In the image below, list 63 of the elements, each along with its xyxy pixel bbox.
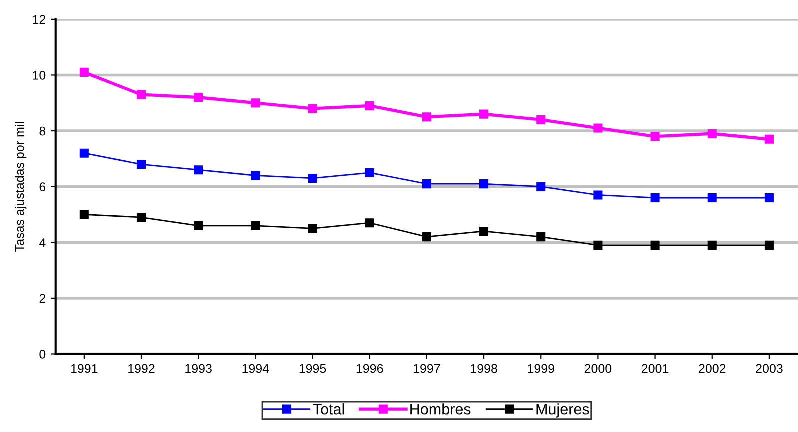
point bbox=[194, 166, 204, 175]
point bbox=[480, 110, 489, 119]
point bbox=[422, 232, 432, 242]
point bbox=[480, 226, 489, 236]
x-tick-label: 1992 bbox=[128, 364, 155, 374]
x-tick-label: 2002 bbox=[699, 364, 726, 374]
point bbox=[650, 240, 660, 250]
point bbox=[136, 213, 146, 222]
x-tick-label: 1996 bbox=[356, 364, 384, 374]
x-tick-label: 1991 bbox=[71, 364, 98, 374]
point bbox=[136, 90, 146, 100]
point bbox=[480, 180, 489, 189]
point bbox=[80, 210, 89, 220]
x-tick-label: 2003 bbox=[756, 364, 783, 374]
point bbox=[365, 218, 374, 228]
point bbox=[251, 98, 260, 108]
y-tick-label: 8 bbox=[40, 126, 46, 136]
x-tick-label: 1995 bbox=[300, 364, 326, 374]
legend-label: Mujeres bbox=[536, 404, 590, 418]
point bbox=[536, 115, 546, 124]
x-tick-label: 1998 bbox=[471, 364, 498, 374]
point bbox=[708, 240, 717, 250]
point bbox=[422, 180, 432, 189]
point bbox=[650, 132, 660, 142]
y-tick-label: 0 bbox=[40, 350, 46, 359]
point bbox=[365, 168, 374, 178]
point bbox=[194, 221, 204, 230]
x-tick-label: 2001 bbox=[642, 364, 669, 374]
x-tick-label: 1997 bbox=[414, 364, 440, 374]
point bbox=[708, 193, 717, 203]
y-tick-label: 6 bbox=[40, 182, 46, 192]
point bbox=[308, 224, 318, 234]
y-axis-title: Tasas ajustadas por mil bbox=[15, 122, 27, 252]
point bbox=[194, 93, 204, 102]
point bbox=[536, 182, 546, 192]
point bbox=[80, 148, 89, 158]
point bbox=[308, 104, 318, 114]
point bbox=[594, 240, 603, 250]
point bbox=[251, 221, 260, 230]
point bbox=[422, 112, 432, 122]
point bbox=[650, 193, 660, 203]
point bbox=[536, 232, 546, 242]
y-tick-label: 10 bbox=[33, 71, 46, 80]
point bbox=[708, 129, 717, 138]
y-tick-label: 2 bbox=[40, 294, 46, 303]
point bbox=[764, 193, 774, 203]
point bbox=[80, 68, 89, 77]
point bbox=[594, 124, 603, 133]
point bbox=[594, 190, 603, 200]
x-tick-label: 1994 bbox=[242, 364, 270, 374]
x-tick-label: 2000 bbox=[584, 364, 612, 374]
legend-label: Total bbox=[313, 404, 344, 415]
x-tick-label: 1993 bbox=[186, 364, 212, 374]
point bbox=[764, 134, 774, 144]
point bbox=[308, 174, 318, 183]
y-tick-label: 12 bbox=[33, 15, 46, 24]
point bbox=[251, 171, 260, 180]
legend-label: Hombres bbox=[410, 404, 471, 415]
point bbox=[136, 160, 146, 170]
point bbox=[764, 240, 774, 250]
point bbox=[365, 101, 374, 110]
x-tick-label: 1999 bbox=[528, 364, 554, 374]
y-tick-label: 4 bbox=[39, 238, 46, 248]
